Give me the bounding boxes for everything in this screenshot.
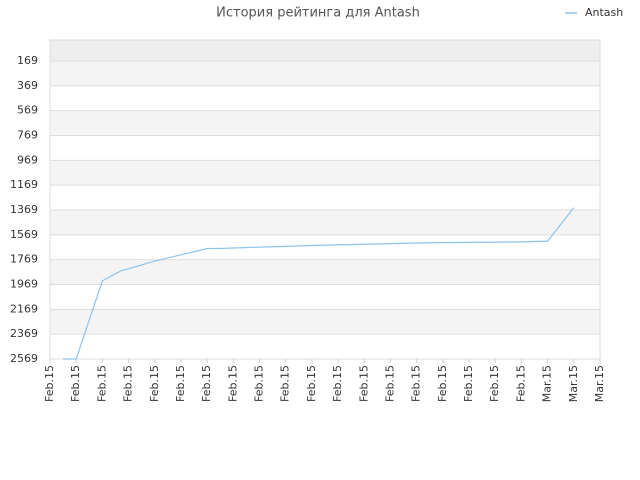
y-tick-label: 369	[17, 79, 38, 92]
y-tick-label: 1769	[10, 253, 38, 266]
x-tick-label: Feb.15	[253, 365, 266, 402]
x-tick-label: Mar.15	[593, 365, 606, 402]
x-tick-label: Feb.15	[383, 365, 396, 402]
y-tick-label: 769	[17, 128, 38, 141]
y-tick-label: 1969	[10, 277, 38, 290]
y-tick-label: 1369	[10, 203, 38, 216]
band	[50, 209, 600, 235]
band	[50, 85, 600, 111]
x-tick-label: Feb.15	[43, 365, 56, 402]
chart-title: История рейтинга для Antash	[216, 6, 420, 21]
y-tick-label: 569	[17, 104, 38, 117]
y-tick-label: 1169	[10, 178, 38, 191]
band	[50, 309, 600, 335]
x-tick-label: Feb.15	[226, 365, 239, 402]
x-tick-label: Feb.15	[462, 365, 475, 402]
x-tick-label: Feb.15	[200, 365, 213, 402]
x-tick-label: Feb.15	[174, 365, 187, 402]
x-tick-label: Feb.15	[514, 365, 527, 402]
band	[50, 334, 600, 359]
x-tick-label: Feb.15	[122, 365, 135, 402]
legend-label: Antash	[585, 6, 623, 19]
y-tick-label: 2169	[10, 302, 38, 315]
y-tick-label: 969	[17, 153, 38, 166]
x-tick-label: Feb.15	[279, 365, 292, 402]
band	[50, 40, 600, 61]
band	[50, 259, 600, 285]
x-tick-label: Feb.15	[410, 365, 423, 402]
x-tick-label: Feb.15	[69, 365, 82, 402]
x-tick-label: Feb.15	[331, 365, 344, 402]
x-tick-label: Feb.15	[95, 365, 108, 402]
y-tick-label: 1569	[10, 228, 38, 241]
x-tick-label: Feb.15	[305, 365, 318, 402]
band	[50, 284, 600, 310]
y-tick-label: 169	[17, 54, 38, 67]
x-tick-label: Feb.15	[488, 365, 501, 402]
band	[50, 60, 600, 86]
band	[50, 160, 600, 186]
x-tick-label: Feb.15	[357, 365, 370, 402]
x-tick-label: Feb.15	[148, 365, 161, 402]
y-tick-label: 2369	[10, 327, 38, 340]
x-tick-label: Mar.15	[567, 365, 580, 402]
x-tick-label: Mar.15	[541, 365, 554, 402]
band	[50, 185, 600, 210]
band	[50, 135, 600, 161]
y-tick-label: 2569	[10, 352, 38, 365]
band	[50, 110, 600, 136]
band	[50, 234, 600, 260]
x-tick-label: Feb.15	[436, 365, 449, 402]
line-series	[63, 207, 575, 360]
